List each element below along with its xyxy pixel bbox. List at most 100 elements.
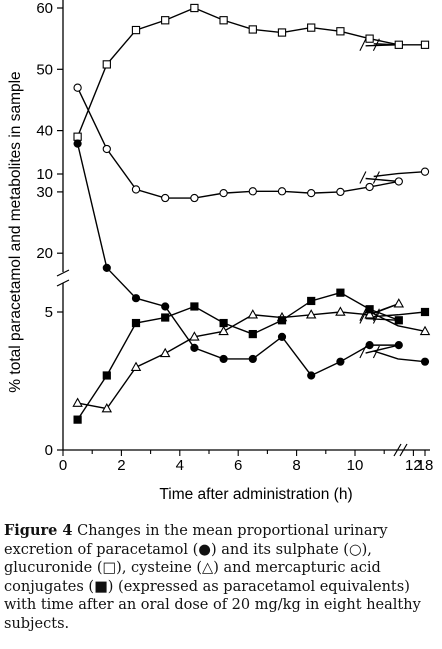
- y-tick-label: 40: [36, 123, 53, 140]
- marker-open-circle: [190, 193, 199, 203]
- series-line: [77, 303, 400, 410]
- marker-open-triangle: [305, 309, 317, 319]
- x-tick-label: 12: [405, 457, 422, 474]
- marker-filled-circle: [307, 371, 316, 380]
- marker-filled-circle: [190, 343, 199, 352]
- marker-filled-circle: [365, 341, 374, 350]
- marker-filled-square: [73, 415, 82, 424]
- marker-filled-square: [420, 307, 430, 317]
- y-tick-label: 60: [36, 0, 53, 17]
- marker-filled-square: [277, 316, 287, 325]
- marker-filled-square: [161, 313, 170, 322]
- series-line-after-break: [373, 170, 426, 178]
- marker-filled-square: [336, 288, 345, 297]
- series-paracetamol: [73, 139, 430, 380]
- series-break-mark: [359, 345, 380, 359]
- marker-open-circle: [336, 187, 345, 197]
- x-tick-label: 6: [234, 457, 242, 474]
- series-line-after-break: [373, 350, 426, 363]
- series-line-after-break: [373, 311, 426, 318]
- marker-open-triangle: [159, 347, 171, 358]
- marker-open-triangle: [101, 402, 113, 413]
- marker-open-square: [248, 25, 257, 34]
- marker-filled-square: [394, 316, 403, 325]
- x-tick-label: 4: [176, 457, 184, 474]
- marker-filled-square: [131, 318, 141, 328]
- marker-open-circle: [365, 182, 374, 192]
- series-break-mark: [359, 171, 380, 184]
- y-tick-label: 5: [45, 304, 53, 321]
- caption-text: Changes in the mean proportional urinary…: [4, 523, 421, 632]
- marker-filled-circle: [394, 341, 403, 350]
- marker-filled-square: [307, 296, 316, 306]
- marker-open-square: [73, 132, 82, 141]
- x-tick-label: 8: [292, 457, 300, 474]
- marker-filled-circle: [73, 139, 82, 148]
- series-line-to-break: [365, 177, 399, 183]
- marker-filled-circle: [277, 332, 287, 341]
- marker-filled-circle: [161, 302, 170, 311]
- x-axis-label: Time after administration (h): [159, 486, 352, 503]
- series-line-after-break: [373, 313, 426, 333]
- marker-open-triangle: [247, 309, 259, 319]
- marker-open-triangle: [419, 325, 431, 336]
- x-tick-label: 0: [59, 457, 67, 474]
- marker-open-square: [219, 16, 228, 25]
- marker-open-square: [394, 40, 403, 49]
- series-break-mark: [359, 311, 380, 324]
- marker-open-square: [131, 25, 141, 35]
- marker-filled-circle: [420, 357, 430, 366]
- marker-open-square: [161, 16, 170, 25]
- y-axis-break: [56, 269, 70, 287]
- marker-open-circle: [248, 187, 257, 196]
- series-layer: [72, 3, 431, 424]
- y-tick-label: 10: [36, 166, 53, 183]
- marker-filled-square: [365, 305, 374, 314]
- marker-open-circle: [161, 193, 170, 203]
- marker-open-circle: [131, 185, 141, 194]
- marker-open-circle: [73, 83, 82, 92]
- marker-filled-square: [219, 318, 228, 328]
- series-sulphate: [73, 83, 430, 203]
- x-tick-label: 10: [347, 457, 364, 474]
- marker-open-square: [102, 60, 111, 69]
- marker-open-circle: [219, 188, 228, 198]
- marker-filled-circle: [336, 357, 345, 366]
- marker-open-square: [190, 3, 199, 13]
- y-tick-label: 20: [36, 245, 53, 262]
- figure-label: Figure 4: [4, 522, 73, 539]
- series-line: [76, 143, 399, 377]
- marker-open-circle: [277, 187, 287, 196]
- marker-open-triangle: [130, 361, 142, 371]
- marker-open-square: [307, 23, 316, 32]
- y-tick-label: 50: [36, 61, 53, 78]
- y-axis-label: % total paracetamol and metabolites in s…: [7, 71, 24, 392]
- x-axis-break: [393, 443, 408, 457]
- marker-open-square: [336, 27, 345, 36]
- figure-caption: Figure 4 Changes in the mean proportiona…: [4, 522, 440, 634]
- series-line: [76, 87, 399, 199]
- marker-open-triangle: [393, 298, 405, 308]
- series-line: [77, 291, 400, 421]
- marker-open-square: [420, 40, 430, 49]
- series-line-to-break: [365, 344, 399, 354]
- series-mercapturic: [73, 288, 430, 424]
- x-tick-label: 18: [417, 457, 434, 474]
- series-break-mark: [359, 38, 380, 52]
- marker-open-square: [365, 34, 374, 43]
- marker-open-triangle: [72, 397, 83, 407]
- marker-open-triangle: [189, 331, 200, 341]
- marker-filled-square: [190, 302, 199, 311]
- series-line: [76, 7, 399, 137]
- marker-open-circle: [102, 144, 111, 154]
- marker-open-triangle: [335, 306, 346, 316]
- marker-filled-square: [102, 371, 111, 380]
- marker-filled-circle: [248, 354, 257, 364]
- y-tick-label: 0: [45, 442, 53, 459]
- series-line-to-break: [365, 317, 399, 321]
- y-tick-label: 30: [36, 184, 53, 201]
- axes: [56, 0, 430, 457]
- marker-open-triangle: [364, 309, 375, 319]
